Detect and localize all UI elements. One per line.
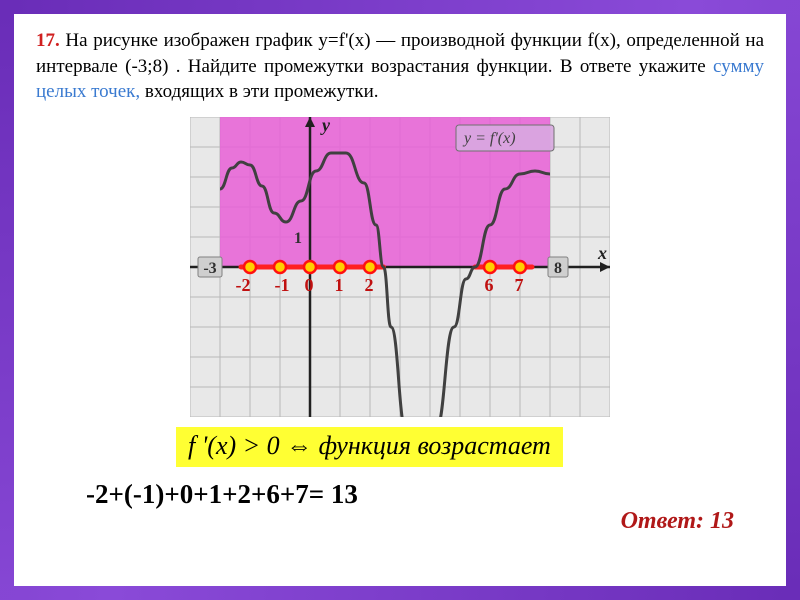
derivative-chart: -381yxy = f'(x) -2-101267 (190, 117, 610, 417)
axis-tick-label: 2 (365, 275, 374, 296)
axis-tick-label: -2 (236, 275, 251, 296)
problem-part1: На рисунке изображен график y=f'(x) — пр… (36, 30, 764, 77)
axis-tick-label: -1 (275, 275, 290, 296)
increasing-formula: f '(x) > 0 ⇔ функция возрастает (176, 427, 563, 467)
answer: Ответ: 13 (36, 508, 734, 535)
problem-part2: входящих в эти промежутки. (140, 81, 378, 102)
chart-svg: -3 8 1 y x y = f'(x) (190, 117, 610, 417)
svg-text:x: x (597, 243, 607, 263)
axis-tick-label: 7 (515, 275, 524, 296)
problem-number: 17. (36, 30, 60, 51)
axis-tick-label: 6 (485, 275, 494, 296)
problem-text: 17. На рисунке изображен график y=f'(x) … (36, 28, 764, 105)
svg-text:1: 1 (294, 230, 302, 247)
axis-tick-label: 0 (305, 275, 314, 296)
svg-text:-3: -3 (203, 260, 216, 277)
formula-row: f '(x) > 0 ⇔ функция возрастает (36, 427, 764, 467)
svg-text:y: y (320, 117, 331, 135)
calculation: -2+(-1)+0+1+2+6+7= 13 (86, 479, 764, 510)
axis-tick-label: 1 (335, 275, 344, 296)
svg-text:y = f'(x): y = f'(x) (462, 130, 516, 147)
slide-frame: 17. На рисунке изображен график y=f'(x) … (0, 0, 800, 600)
svg-text:8: 8 (554, 260, 562, 277)
